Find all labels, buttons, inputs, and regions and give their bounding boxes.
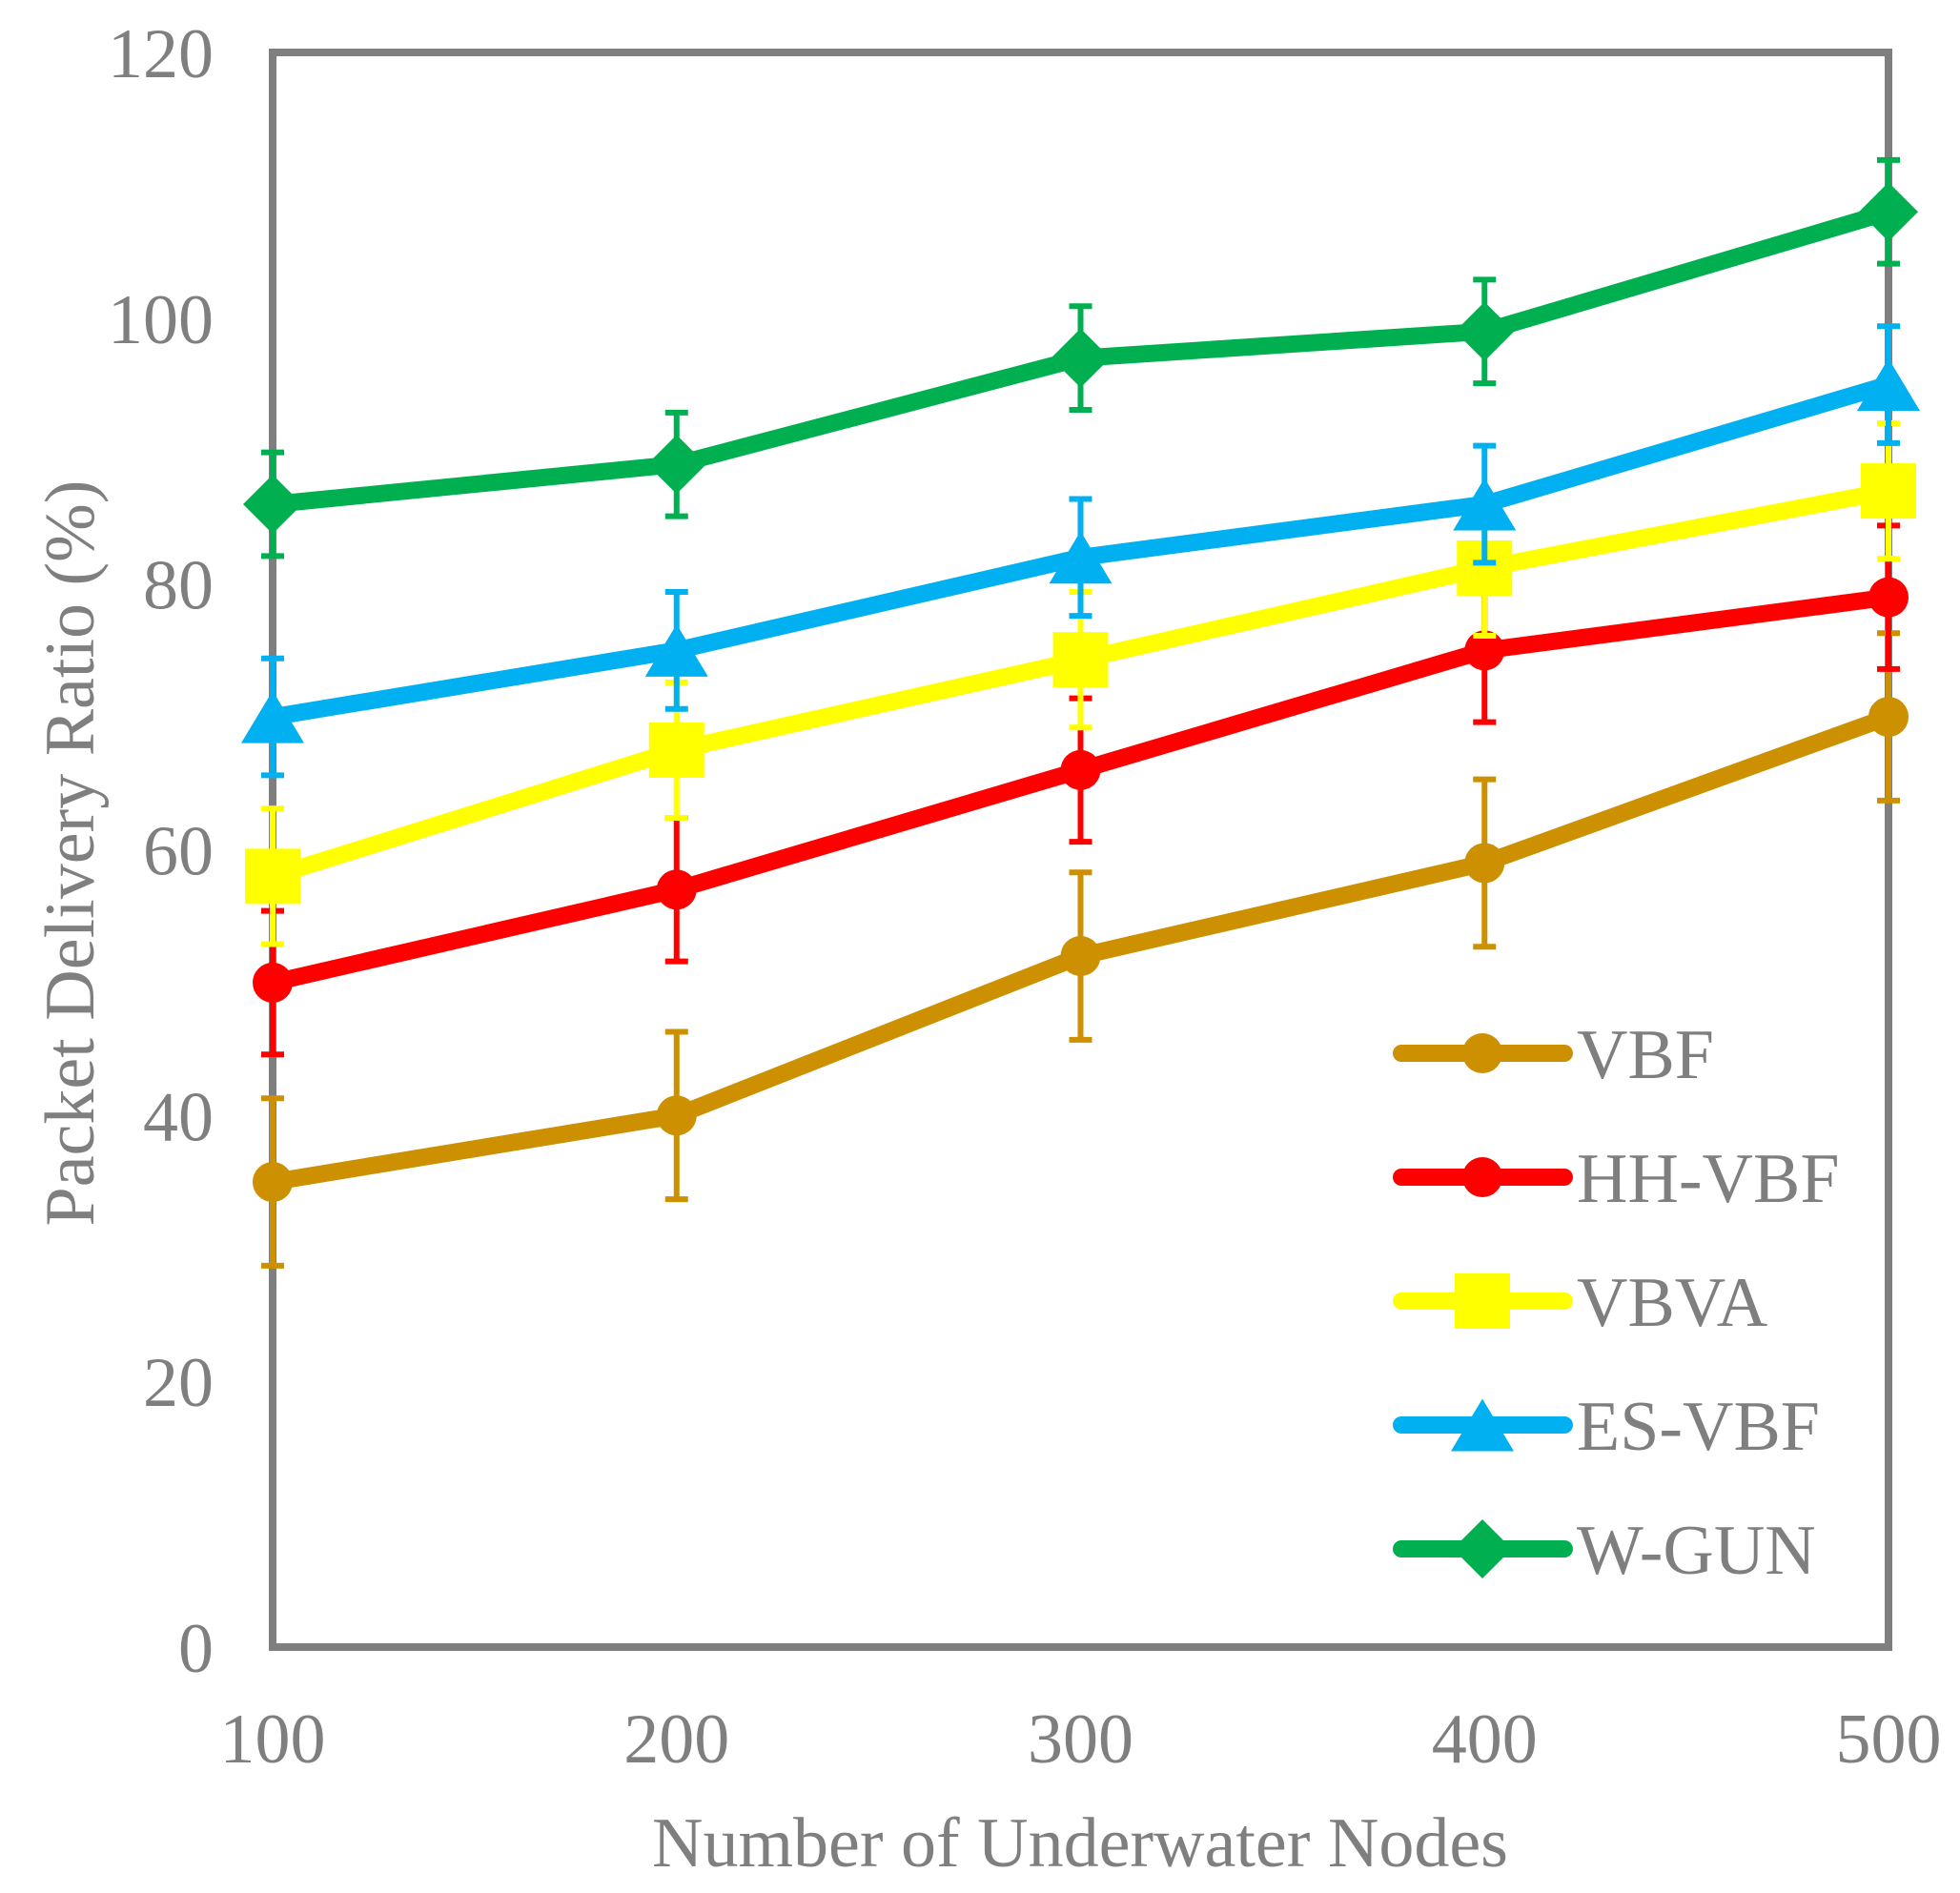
legend-item-w-gun: W-GUN <box>1393 1512 1816 1590</box>
legend-marker-es-vbf <box>1451 1398 1514 1452</box>
x-tick-label-100: 100 <box>220 1700 326 1779</box>
series-vbf-point-300 <box>1060 936 1101 977</box>
x-axis-title: Number of Underwater Nodes <box>652 1804 1508 1883</box>
legend-label-hh-vbf: HH-VBF <box>1577 1140 1839 1218</box>
series-vbf <box>253 630 1909 1269</box>
y-tick-label-100: 100 <box>108 281 214 359</box>
y-tick-label-40: 40 <box>143 1078 214 1156</box>
legend-item-hh-vbf: HH-VBF <box>1393 1140 1839 1218</box>
y-tick-label-0: 0 <box>178 1610 214 1688</box>
legend-label-es-vbf: ES-VBF <box>1577 1388 1820 1466</box>
y-axis-tick-labels: 0 20 40 60 80 100 120 <box>108 15 214 1688</box>
legend-marker-hh-vbf <box>1462 1157 1502 1197</box>
series-es-vbf <box>241 323 1920 779</box>
series-es-vbf-point-100 <box>241 690 304 743</box>
x-axis-tick-labels: 100 200 300 400 500 <box>220 1700 1942 1779</box>
series-es-vbf-point-300 <box>1049 531 1113 584</box>
series-vbva-point-500 <box>1861 463 1916 519</box>
y-tick-label-60: 60 <box>143 813 214 891</box>
legend-marker-w-gun <box>1453 1519 1512 1578</box>
series-vbf-point-500 <box>1868 697 1909 738</box>
x-tick-label-500: 500 <box>1836 1700 1942 1779</box>
x-tick-label-300: 300 <box>1028 1700 1133 1779</box>
series-w-gun-error-bars <box>261 156 1900 560</box>
legend-marker-vbva <box>1455 1273 1510 1329</box>
series-vbva <box>245 419 1916 947</box>
y-tick-label-20: 20 <box>143 1344 214 1422</box>
legend: VBF HH-VBF VBVA ES-VBF W-GUN <box>1393 1016 1839 1590</box>
series-w-gun-point-500 <box>1859 182 1918 242</box>
series-vbva-point-200 <box>648 722 704 778</box>
legend-marker-vbf <box>1462 1033 1502 1073</box>
x-tick-label-200: 200 <box>623 1700 729 1779</box>
legend-label-vbf: VBF <box>1577 1016 1714 1094</box>
series-vbf-point-100 <box>253 1162 293 1203</box>
series-vbf-point-200 <box>656 1095 697 1136</box>
series-w-gun-point-400 <box>1455 301 1515 361</box>
y-tick-label-120: 120 <box>108 15 214 93</box>
legend-item-es-vbf: ES-VBF <box>1393 1388 1820 1466</box>
legend-item-vbva: VBVA <box>1393 1264 1767 1342</box>
series-es-vbf-point-400 <box>1453 478 1517 531</box>
series-w-gun-point-100 <box>243 475 302 535</box>
series-hh-vbf-point-100 <box>253 962 293 1003</box>
series-hh-vbf-point-200 <box>656 869 697 910</box>
legend-label-vbva: VBVA <box>1577 1264 1767 1342</box>
y-tick-label-80: 80 <box>143 547 214 625</box>
series-w-gun-point-200 <box>646 435 706 495</box>
legend-label-w-gun: W-GUN <box>1577 1512 1816 1590</box>
series-vbva-point-300 <box>1052 632 1109 688</box>
series-vbva-point-100 <box>245 848 300 905</box>
series-hh-vbf-point-400 <box>1464 630 1505 671</box>
series-es-vbf-point-200 <box>644 623 708 677</box>
x-tick-label-400: 400 <box>1432 1700 1538 1779</box>
series-hh-vbf-point-300 <box>1060 749 1101 790</box>
series-layer <box>241 156 1920 1269</box>
series-w-gun-point-300 <box>1051 328 1111 388</box>
series-vbf-point-400 <box>1464 843 1505 884</box>
series-w-gun <box>243 156 1918 560</box>
legend-item-vbf: VBF <box>1393 1016 1714 1094</box>
series-hh-vbf-point-500 <box>1868 577 1909 618</box>
series-es-vbf-point-500 <box>1857 358 1920 412</box>
y-axis-title: Packet Delivery Ratio (%) <box>31 480 110 1227</box>
